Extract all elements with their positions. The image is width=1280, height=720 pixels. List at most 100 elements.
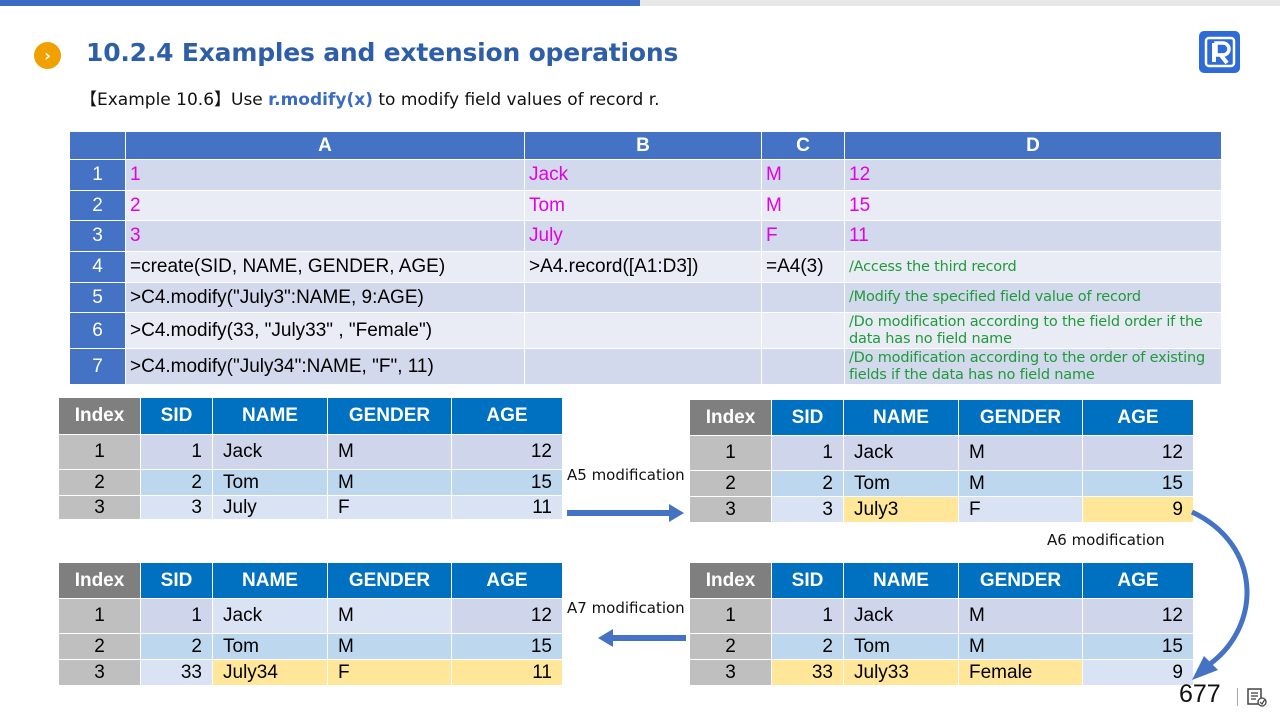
gender-cell: M [958,598,1083,634]
arrow-a7 [598,629,686,647]
a5-modification-label: A5 modification [567,466,685,484]
example-prefix: 【Example 10.6】Use [80,90,269,110]
cell-d4[interactable]: /Access the third record [844,251,1222,283]
cell-a1[interactable]: 1 [125,159,525,191]
index-cell: 2 [58,633,141,660]
grid-row-3: 3 3 July F 11 [69,220,1222,252]
gender-cell-modified: F [327,659,452,686]
sid-cell-modified: 33 [771,659,844,686]
index-cell: 2 [58,469,141,496]
chevron-right-icon: › [34,42,61,69]
grid-corner [69,131,126,160]
a7-modification-label: A7 modification [567,599,685,617]
cell-d5[interactable]: /Modify the specified field value of rec… [844,282,1222,313]
row-number[interactable]: 1 [69,159,126,191]
top-bar-track [640,0,1280,6]
cell-d6[interactable]: /Do modification according to the field … [844,312,1222,349]
index-cell: 3 [689,659,772,686]
header-sid: SID [771,562,844,599]
sid-cell: 1 [771,598,844,634]
cell-c5[interactable] [761,282,845,313]
example-code: r.modify(x) [268,90,373,110]
header-gender: GENDER [327,397,452,435]
grid-row-6: 6 >C4.modify(33, "July33" , "Female") /D… [69,312,1222,349]
table-row: 2 2 Tom M 15 [58,633,563,660]
cell-b1[interactable]: Jack [524,159,762,191]
index-cell: 2 [689,633,772,660]
row-number[interactable]: 3 [69,220,126,252]
record-header-row: Index SID NAME GENDER AGE [689,562,1194,599]
cell-b5[interactable] [524,282,762,313]
gender-cell-modified: Female [958,659,1083,686]
header-index: Index [689,399,772,436]
cell-b4[interactable]: >A4.record([A1:D3]) [524,251,762,283]
cell-b6[interactable] [524,312,762,349]
name-cell: Tom [843,633,959,660]
example-suffix: to modify field values of record r. [372,90,660,110]
sid-cell: 2 [140,633,213,660]
grid-row-1: 1 1 Jack M 12 [69,159,1222,191]
cell-c1[interactable]: M [761,159,845,191]
sid-cell: 33 [140,659,213,686]
section-heading: 10.2.4 Examples and extension operations [86,38,679,67]
slide-notes-icon[interactable] [1246,686,1268,708]
cell-d2[interactable]: 15 [844,190,1222,221]
top-accent-bar [0,0,640,6]
header-index: Index [58,397,141,435]
row-number[interactable]: 7 [69,348,126,385]
cell-a5[interactable]: >C4.modify("July3":NAME, 9:AGE) [125,282,525,313]
cell-a7[interactable]: >C4.modify("July34":NAME, "F", 11) [125,348,525,385]
arrow-a5 [567,504,684,522]
record-table-after-a6: Index SID NAME GENDER AGE 1 1 Jack M 12 … [689,562,1194,686]
cell-a6[interactable]: >C4.modify(33, "July33" , "Female") [125,312,525,349]
cell-d7[interactable]: /Do modification according to the order … [844,348,1222,385]
col-header-a[interactable]: A [125,131,525,160]
header-sid: SID [771,399,844,436]
table-row: 1 1 Jack M 12 [58,598,563,634]
age-cell: 12 [451,598,563,634]
sid-cell: 1 [140,598,213,634]
age-cell-modified: 9 [1082,496,1194,523]
age-cell: 11 [451,495,563,520]
cell-c4[interactable]: =A4(3) [761,251,845,283]
cell-c3[interactable]: F [761,220,845,252]
cell-d1[interactable]: 12 [844,159,1222,191]
header-name: NAME [843,399,959,436]
record-header-row: Index SID NAME GENDER AGE [58,397,563,435]
sid-cell: 3 [771,496,844,523]
cell-a4[interactable]: =create(SID, NAME, GENDER, AGE) [125,251,525,283]
grid-row-5: 5 >C4.modify("July3":NAME, 9:AGE) /Modif… [69,282,1222,313]
row-number[interactable]: 4 [69,251,126,283]
cell-c7[interactable] [761,348,845,385]
name-cell: July [212,495,328,520]
gender-cell: M [327,469,452,496]
record-table-original: Index SID NAME GENDER AGE 1 1 Jack M 12 … [58,397,563,520]
example-description: 【Example 10.6】Use r.modify(x) to modify … [80,85,660,110]
header-age: AGE [1082,562,1194,599]
footer-divider [1237,688,1238,706]
cell-b3[interactable]: July [524,220,762,252]
row-number[interactable]: 6 [69,312,126,349]
col-header-d[interactable]: D [844,131,1222,160]
name-cell-modified: July33 [843,659,959,686]
cellset-grid: A B C D 1 1 Jack M 12 2 2 Tom M 15 3 3 J… [69,131,1222,385]
row-number[interactable]: 5 [69,282,126,313]
cell-d3[interactable]: 11 [844,220,1222,252]
index-cell: 2 [689,470,772,497]
cell-a2[interactable]: 2 [125,190,525,221]
page-number: 677 [1179,680,1221,708]
gender-cell: F [327,495,452,520]
header-sid: SID [140,562,213,599]
table-row: 2 2 Tom M 15 [58,469,563,496]
grid-row-2: 2 2 Tom M 15 [69,190,1222,221]
header-index: Index [58,562,141,599]
header-age: AGE [451,397,563,435]
cell-b7[interactable] [524,348,762,385]
table-row: 3 33 July34 F 11 [58,659,563,686]
col-header-c[interactable]: C [761,131,845,160]
a6-modification-label: A6 modification [1047,531,1165,549]
name-cell: Jack [212,434,328,470]
name-cell: Jack [843,435,959,471]
age-cell: 12 [1082,435,1194,471]
